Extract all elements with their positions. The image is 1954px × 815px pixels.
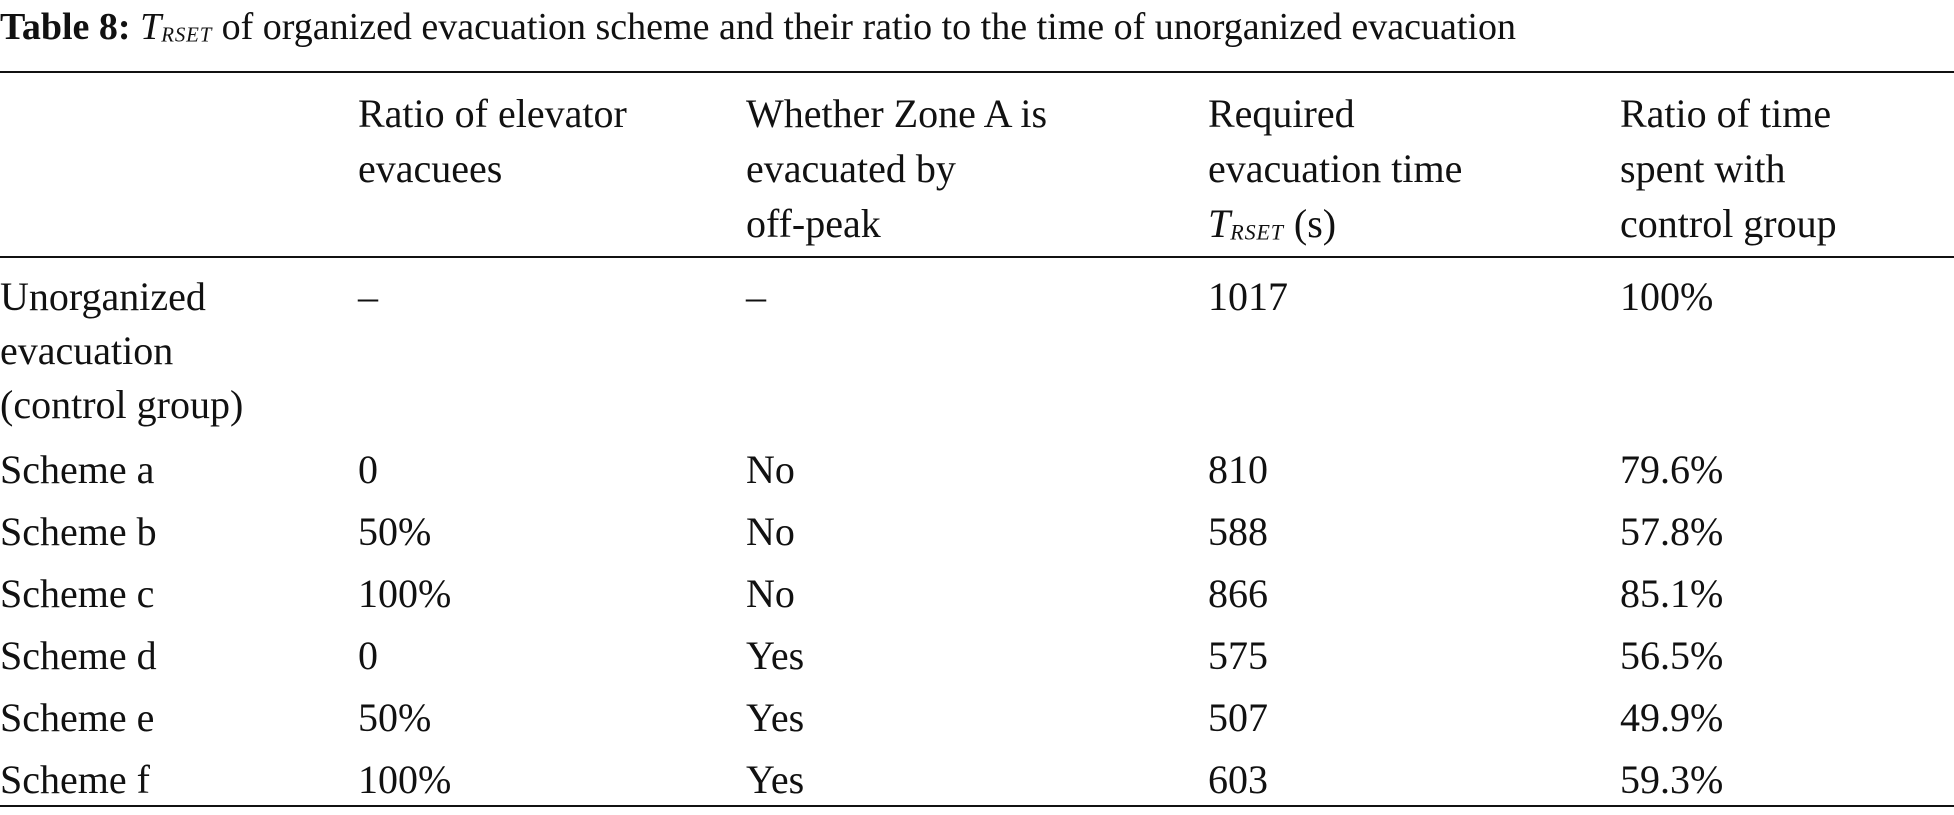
cell-elevator-ratio: 0 bbox=[358, 633, 378, 678]
cell-elevator-ratio: 100% bbox=[358, 571, 452, 616]
table-body: Unorganized evacuation (control group) –… bbox=[0, 270, 1954, 815]
header-row: Ratio of elevator evacuees Whether Zone … bbox=[0, 86, 1954, 260]
cell-scheme: Scheme e bbox=[0, 695, 155, 740]
cell-scheme: Scheme c bbox=[0, 571, 155, 616]
cell-required-time: 588 bbox=[1208, 509, 1268, 554]
table-row: Scheme e 50% Yes 507 49.9% bbox=[0, 691, 1954, 753]
cell-scheme: Scheme a bbox=[0, 447, 155, 492]
header-rule bbox=[0, 256, 1954, 258]
table-row: Scheme d 0 Yes 575 56.5% bbox=[0, 629, 1954, 691]
cell-scheme: Unorganized evacuation (control group) bbox=[0, 274, 244, 427]
cell-elevator-ratio: 100% bbox=[358, 757, 452, 802]
cell-elevator-ratio: – bbox=[358, 274, 378, 319]
caption-label: Table 8: bbox=[0, 6, 131, 48]
caption-text: of organized evacuation scheme and their… bbox=[212, 6, 1516, 48]
header-time-symbol: TRSET bbox=[1208, 201, 1284, 246]
cell-zone-a: Yes bbox=[746, 695, 805, 740]
cell-required-time: 810 bbox=[1208, 447, 1268, 492]
cell-zone-a: – bbox=[746, 274, 766, 319]
cell-zone-a: Yes bbox=[746, 633, 805, 678]
header-cell-required-time: Required evacuation time TRSET (s) bbox=[1208, 91, 1463, 246]
cell-time-ratio: 79.6% bbox=[1620, 447, 1724, 492]
cell-time-ratio: 56.5% bbox=[1620, 633, 1724, 678]
cell-required-time: 1017 bbox=[1208, 274, 1288, 319]
table-row: Scheme a 0 No 810 79.6% bbox=[0, 443, 1954, 505]
cell-time-ratio: 57.8% bbox=[1620, 509, 1724, 554]
header-cell-row-label bbox=[0, 86, 358, 260]
cell-time-ratio: 85.1% bbox=[1620, 571, 1724, 616]
cell-scheme: Scheme d bbox=[0, 633, 157, 678]
top-rule bbox=[0, 71, 1954, 73]
table-row: Scheme b 50% No 588 57.8% bbox=[0, 505, 1954, 567]
cell-zone-a: No bbox=[746, 571, 795, 616]
table-caption: Table 8: TRSET of organized evacuation s… bbox=[0, 2, 1954, 60]
cell-time-ratio: 59.3% bbox=[1620, 757, 1724, 802]
cell-zone-a: No bbox=[746, 447, 795, 492]
header-cell-elevator-ratio: Ratio of elevator evacuees bbox=[358, 91, 627, 191]
table-row: Scheme c 100% No 866 85.1% bbox=[0, 567, 1954, 629]
cell-elevator-ratio: 50% bbox=[358, 695, 432, 740]
table-row: Scheme f 100% Yes 603 59.3% bbox=[0, 753, 1954, 815]
table-row: Unorganized evacuation (control group) –… bbox=[0, 270, 1954, 443]
cell-required-time: 575 bbox=[1208, 633, 1268, 678]
cell-zone-a: Yes bbox=[746, 757, 805, 802]
header-cell-zone-a: Whether Zone A is evacuated by off-peak bbox=[746, 91, 1048, 246]
caption-symbol: TRSET bbox=[140, 6, 213, 48]
cell-required-time: 603 bbox=[1208, 757, 1268, 802]
cell-zone-a: No bbox=[746, 509, 795, 554]
cell-required-time: 866 bbox=[1208, 571, 1268, 616]
cell-elevator-ratio: 0 bbox=[358, 447, 378, 492]
cell-scheme: Scheme f bbox=[0, 757, 150, 802]
cell-elevator-ratio: 50% bbox=[358, 509, 432, 554]
cell-time-ratio: 49.9% bbox=[1620, 695, 1724, 740]
table-header: Ratio of elevator evacuees Whether Zone … bbox=[0, 86, 1954, 260]
header-cell-time-ratio: Ratio of time spent with control group bbox=[1620, 91, 1837, 246]
cell-required-time: 507 bbox=[1208, 695, 1268, 740]
bottom-rule bbox=[0, 805, 1954, 807]
cell-time-ratio: 100% bbox=[1620, 274, 1714, 319]
cell-scheme: Scheme b bbox=[0, 509, 157, 554]
